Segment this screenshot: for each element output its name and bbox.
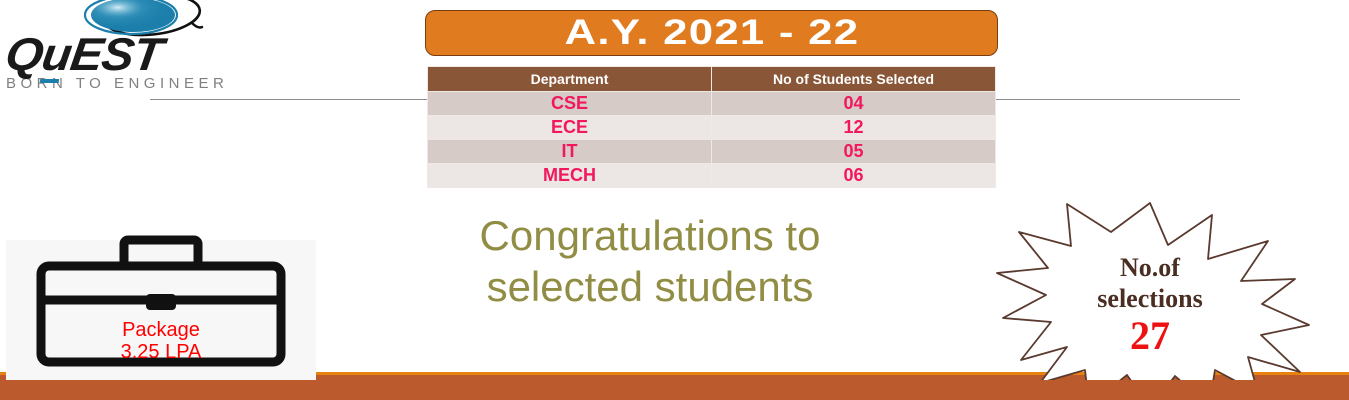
svg-text:Package: Package (122, 319, 200, 341)
svg-text:3.25 LPA: 3.25 LPA (121, 341, 202, 363)
